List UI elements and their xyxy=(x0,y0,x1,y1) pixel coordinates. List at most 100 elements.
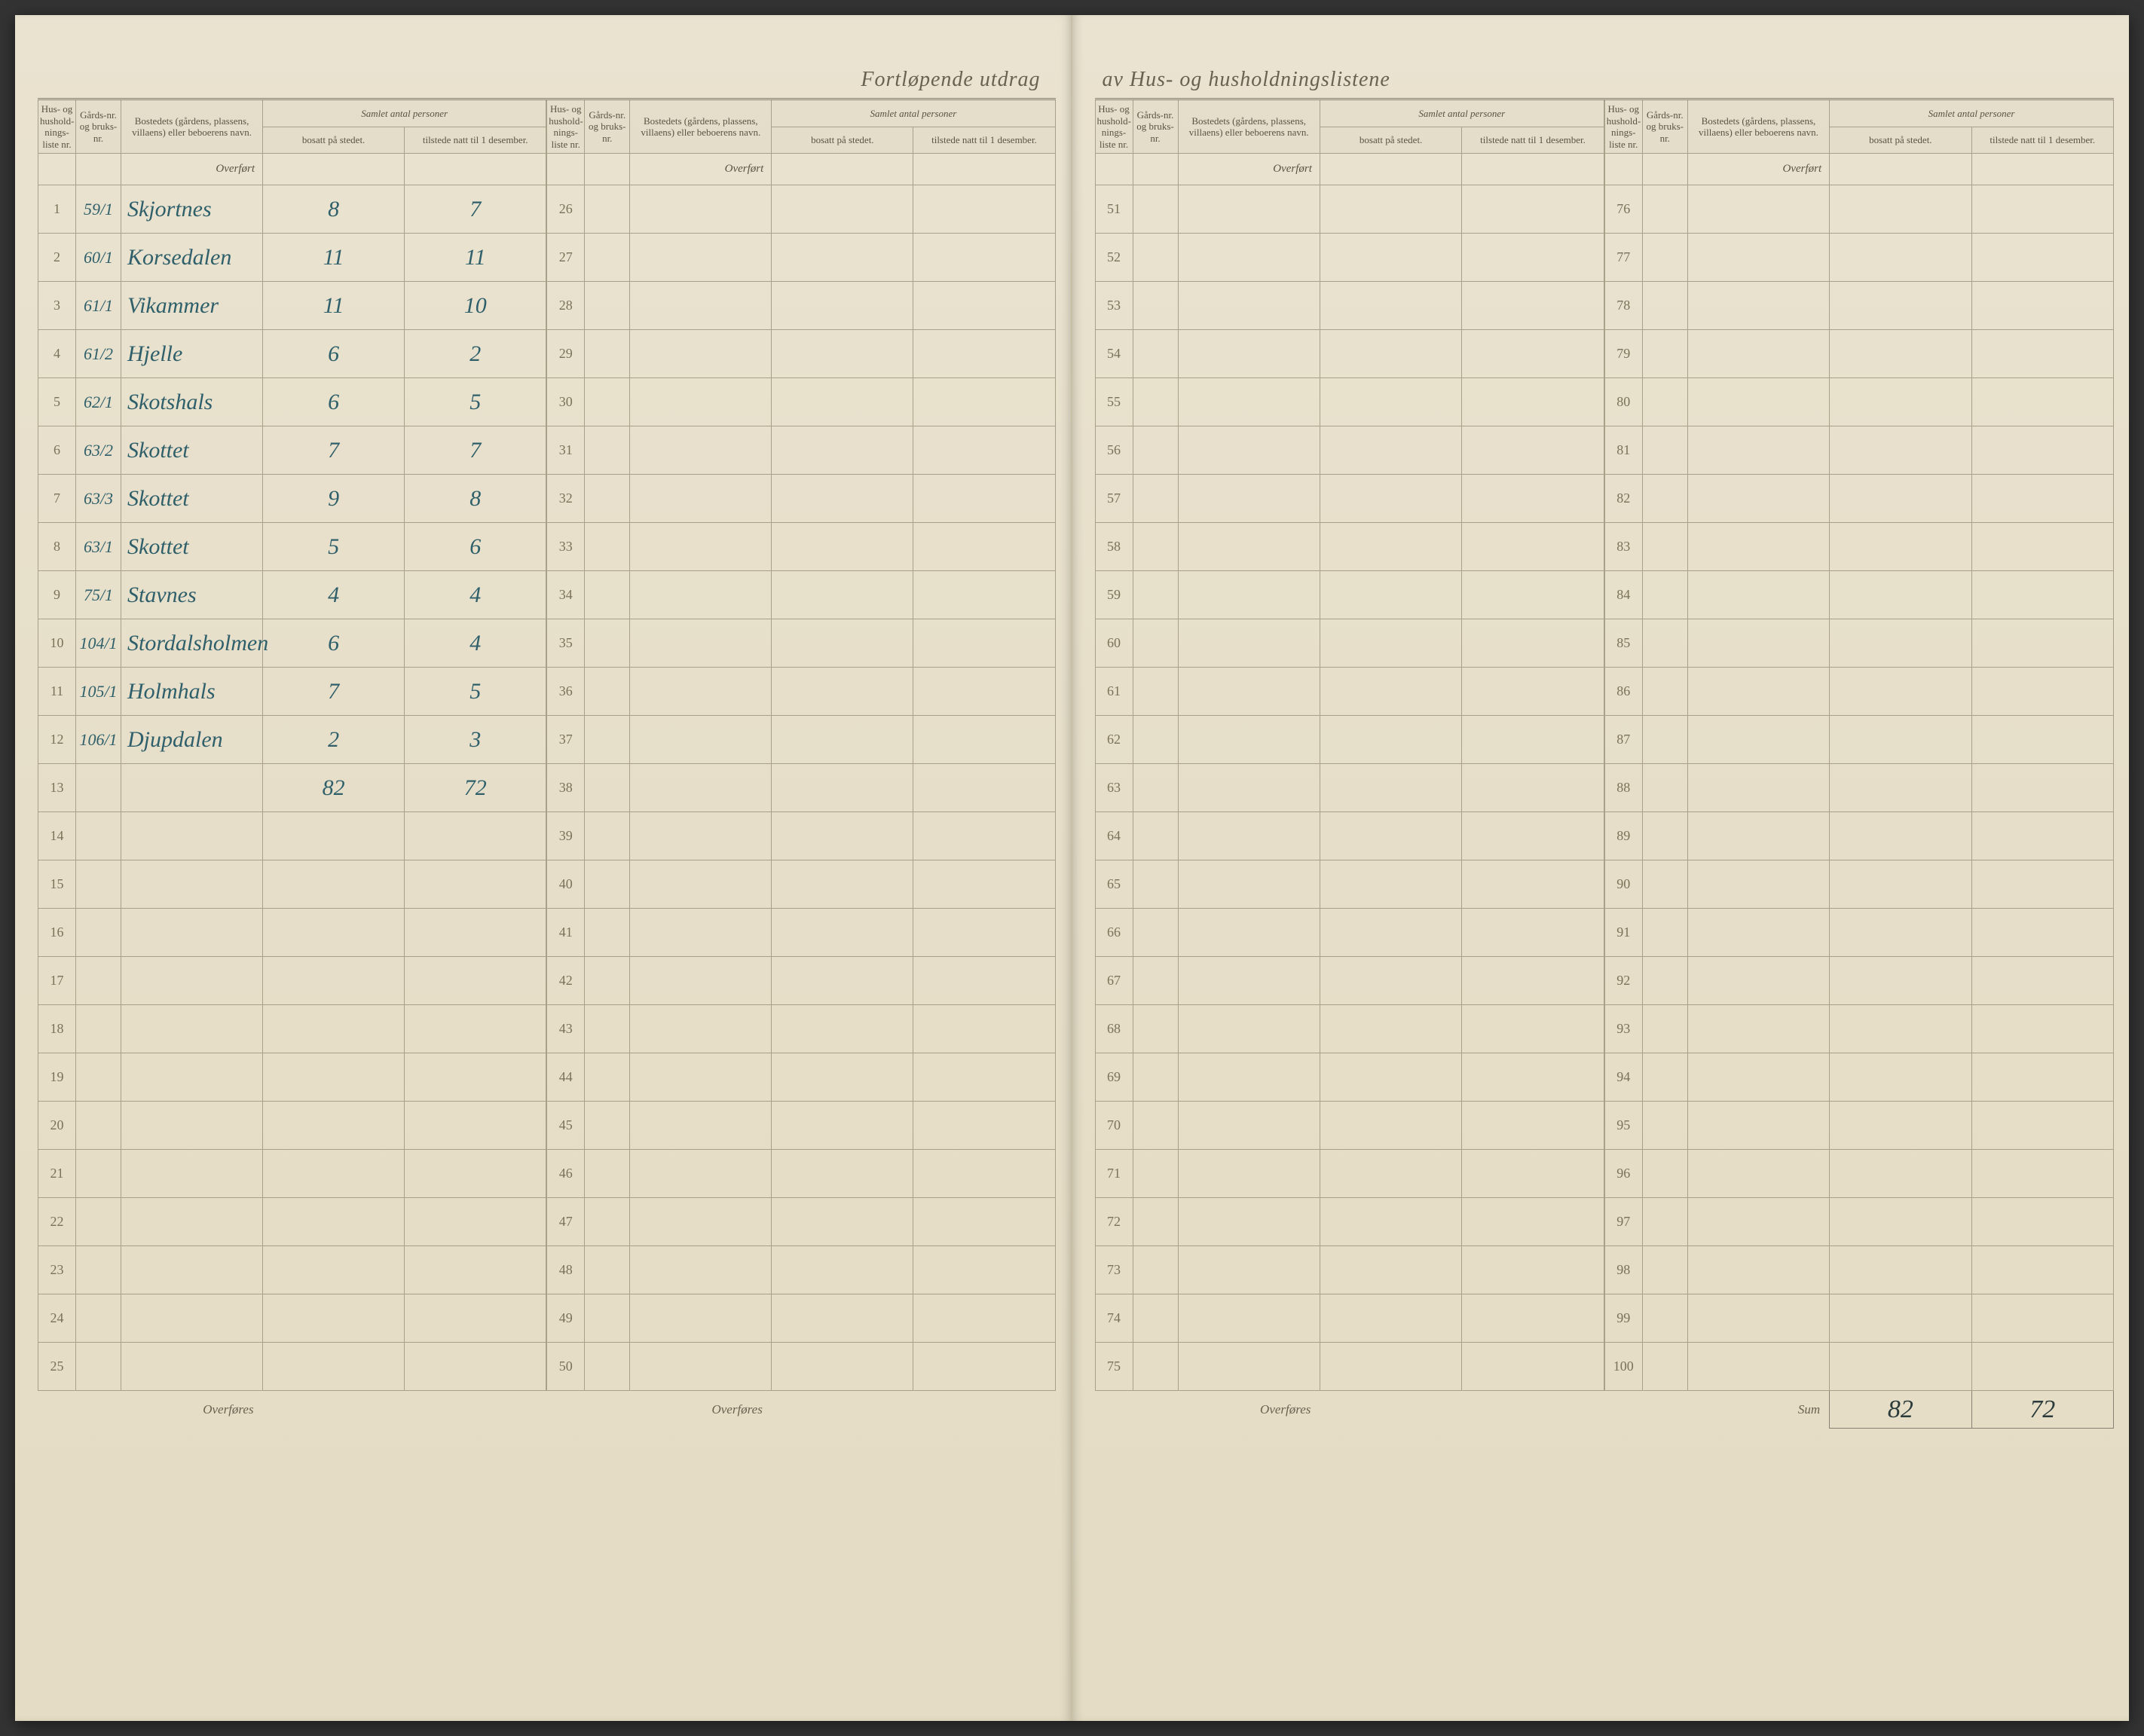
bosatt-cell xyxy=(1830,1294,1971,1343)
gard-cell xyxy=(585,330,630,378)
row-number: 23 xyxy=(38,1246,76,1294)
tilstede-cell xyxy=(405,1102,546,1150)
table-row: 54 xyxy=(1095,330,1604,378)
name-cell xyxy=(1178,619,1320,668)
row-number: 17 xyxy=(38,957,76,1005)
name-cell: Stordalsholmen xyxy=(121,619,263,668)
name-cell xyxy=(630,330,772,378)
tilstede-cell xyxy=(1462,282,1604,330)
tilstede-cell: 7 xyxy=(405,426,546,475)
bosatt-cell: 6 xyxy=(263,330,405,378)
table-row: 76 xyxy=(1604,185,2113,234)
tilstede-cell xyxy=(1971,1343,2113,1391)
tilstede-cell xyxy=(1462,1102,1604,1150)
table-row: 38 xyxy=(547,764,1055,812)
gard-cell xyxy=(76,1198,121,1246)
tilstede-cell xyxy=(1462,234,1604,282)
table-row: 15 xyxy=(38,860,546,909)
tilstede-cell xyxy=(1462,668,1604,716)
gard-cell xyxy=(76,1246,121,1294)
row-number: 12 xyxy=(38,716,76,764)
gard-cell xyxy=(1642,1294,1687,1343)
table-row: 4 61/2 Hjelle 6 2 xyxy=(38,330,546,378)
gard-cell xyxy=(1642,668,1687,716)
table-row: 16 xyxy=(38,909,546,957)
name-cell: Korsedalen xyxy=(121,234,263,282)
table-row: 87 xyxy=(1604,716,2113,764)
gard-cell xyxy=(585,716,630,764)
gard-cell xyxy=(1133,1343,1178,1391)
bosatt-cell xyxy=(1830,330,1971,378)
table-row: 58 xyxy=(1095,523,1604,571)
row-number: 1 xyxy=(38,185,76,234)
bosatt-cell xyxy=(1320,957,1461,1005)
row-number: 26 xyxy=(547,185,585,234)
gard-cell xyxy=(585,234,630,282)
bosatt-cell xyxy=(772,234,913,282)
table-row: 69 xyxy=(1095,1053,1604,1102)
table-row: 49 xyxy=(547,1294,1055,1343)
row-number: 10 xyxy=(38,619,76,668)
row-number: 83 xyxy=(1604,523,1642,571)
name-cell xyxy=(1687,812,1829,860)
bosatt-cell: 11 xyxy=(263,234,405,282)
gard-cell xyxy=(1133,1005,1178,1053)
gard-cell xyxy=(585,1150,630,1198)
row-number: 11 xyxy=(38,668,76,716)
row-number: 87 xyxy=(1604,716,1642,764)
gard-cell xyxy=(1642,1102,1687,1150)
bosatt-cell xyxy=(772,1246,913,1294)
gard-cell: 60/1 xyxy=(76,234,121,282)
tilstede-cell xyxy=(913,330,1055,378)
gard-cell xyxy=(1642,523,1687,571)
gard-cell xyxy=(1642,716,1687,764)
bosatt-cell xyxy=(1320,1005,1461,1053)
row-number: 96 xyxy=(1604,1150,1642,1198)
table-row: 47 xyxy=(547,1198,1055,1246)
name-cell xyxy=(1178,282,1320,330)
bosatt-cell xyxy=(1830,1343,1971,1391)
tilstede-cell xyxy=(913,282,1055,330)
row-number: 7 xyxy=(38,475,76,523)
gard-cell xyxy=(585,1005,630,1053)
bosatt-cell: 6 xyxy=(263,378,405,426)
tilstede-cell xyxy=(1462,1343,1604,1391)
name-cell xyxy=(1687,282,1829,330)
bosatt-cell xyxy=(1320,234,1461,282)
table-row: 59 xyxy=(1095,571,1604,619)
table-row: 85 xyxy=(1604,619,2113,668)
row-number: 50 xyxy=(547,1343,585,1391)
table-row: 11 105/1 Holmhals 7 5 xyxy=(38,668,546,716)
gard-cell xyxy=(76,1053,121,1102)
name-cell xyxy=(1687,1294,1829,1343)
row-number: 78 xyxy=(1604,282,1642,330)
table-row: 88 xyxy=(1604,764,2113,812)
gard-cell xyxy=(585,764,630,812)
gard-cell xyxy=(1642,1053,1687,1102)
name-cell: Skotshals xyxy=(121,378,263,426)
bosatt-cell: 6 xyxy=(263,619,405,668)
name-cell xyxy=(1178,378,1320,426)
row-number: 98 xyxy=(1604,1246,1642,1294)
bosatt-cell xyxy=(263,1005,405,1053)
tilstede-cell xyxy=(1462,716,1604,764)
name-cell: Skottet xyxy=(121,426,263,475)
tilstede-cell xyxy=(405,812,546,860)
tilstede-cell xyxy=(1462,619,1604,668)
row-number: 91 xyxy=(1604,909,1642,957)
gard-cell xyxy=(1133,426,1178,475)
tilstede-cell xyxy=(1971,523,2113,571)
row-number: 30 xyxy=(547,378,585,426)
row-number: 77 xyxy=(1604,234,1642,282)
table-row: 27 xyxy=(547,234,1055,282)
row-number: 51 xyxy=(1095,185,1133,234)
bosatt-cell xyxy=(772,1198,913,1246)
row-number: 9 xyxy=(38,571,76,619)
table-row: 91 xyxy=(1604,909,2113,957)
row-number: 94 xyxy=(1604,1053,1642,1102)
tilstede-cell: 4 xyxy=(405,619,546,668)
table-row: 70 xyxy=(1095,1102,1604,1150)
tilstede-cell xyxy=(1462,571,1604,619)
table-row: 97 xyxy=(1604,1198,2113,1246)
block-3: Hus- og hushold-nings-liste nr. Gårds-nr… xyxy=(1095,98,1604,1429)
